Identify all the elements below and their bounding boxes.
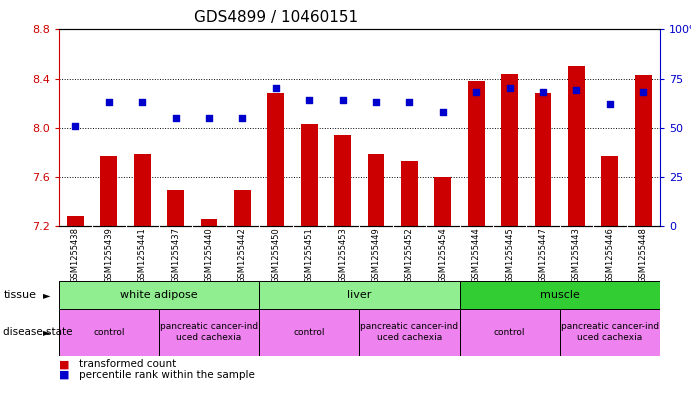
- Point: [337, 97, 348, 103]
- Point: [571, 87, 582, 94]
- Bar: [267, 94, 284, 226]
- Point: [471, 89, 482, 95]
- Text: control: control: [93, 328, 124, 336]
- Bar: [460, 309, 560, 356]
- Text: tissue: tissue: [3, 290, 37, 300]
- Point: [638, 89, 649, 95]
- Bar: [359, 309, 460, 356]
- Bar: [368, 154, 384, 226]
- Point: [237, 115, 248, 121]
- Text: GSM1255443: GSM1255443: [572, 227, 581, 283]
- Text: GSM1255438: GSM1255438: [71, 227, 80, 283]
- Bar: [635, 75, 652, 226]
- Bar: [259, 281, 460, 309]
- Text: GSM1255447: GSM1255447: [538, 227, 547, 283]
- Text: GSM1255440: GSM1255440: [205, 227, 214, 283]
- Bar: [134, 154, 151, 226]
- Point: [604, 101, 615, 107]
- Text: GSM1255446: GSM1255446: [605, 227, 614, 283]
- Bar: [601, 156, 618, 226]
- Text: pancreatic cancer-ind
uced cachexia: pancreatic cancer-ind uced cachexia: [560, 322, 659, 342]
- Point: [370, 99, 381, 105]
- Bar: [234, 190, 251, 226]
- Text: ■: ■: [59, 370, 69, 380]
- Bar: [200, 219, 218, 226]
- Text: pancreatic cancer-ind
uced cachexia: pancreatic cancer-ind uced cachexia: [160, 322, 258, 342]
- Text: GSM1255452: GSM1255452: [405, 227, 414, 283]
- Text: percentile rank within the sample: percentile rank within the sample: [79, 370, 256, 380]
- Text: transformed count: transformed count: [79, 360, 177, 369]
- Bar: [59, 309, 159, 356]
- Bar: [159, 309, 259, 356]
- Text: pancreatic cancer-ind
uced cachexia: pancreatic cancer-ind uced cachexia: [360, 322, 459, 342]
- Text: GSM1255450: GSM1255450: [272, 227, 281, 283]
- Text: GDS4899 / 10460151: GDS4899 / 10460151: [194, 10, 359, 25]
- Bar: [560, 309, 660, 356]
- Bar: [535, 94, 551, 226]
- Point: [103, 99, 114, 105]
- Bar: [167, 190, 184, 226]
- Text: GSM1255451: GSM1255451: [305, 227, 314, 283]
- Text: muscle: muscle: [540, 290, 580, 300]
- Text: GSM1255442: GSM1255442: [238, 227, 247, 283]
- Text: GSM1255453: GSM1255453: [338, 227, 347, 283]
- Bar: [259, 309, 359, 356]
- Bar: [401, 161, 418, 226]
- Text: GSM1255449: GSM1255449: [372, 227, 381, 283]
- Point: [70, 123, 81, 129]
- Bar: [59, 281, 259, 309]
- Text: GSM1255448: GSM1255448: [638, 227, 647, 283]
- Point: [504, 85, 515, 92]
- Point: [538, 89, 549, 95]
- Text: GSM1255445: GSM1255445: [505, 227, 514, 283]
- Point: [303, 97, 314, 103]
- Text: ■: ■: [59, 360, 69, 369]
- Point: [203, 115, 214, 121]
- Text: GSM1255444: GSM1255444: [472, 227, 481, 283]
- Point: [404, 99, 415, 105]
- Bar: [100, 156, 117, 226]
- Point: [437, 109, 448, 115]
- Text: white adipose: white adipose: [120, 290, 198, 300]
- Bar: [468, 81, 484, 226]
- Text: GSM1255439: GSM1255439: [104, 227, 113, 283]
- Point: [170, 115, 181, 121]
- Text: liver: liver: [347, 290, 372, 300]
- Text: control: control: [494, 328, 525, 336]
- Point: [270, 85, 281, 92]
- Text: GSM1255454: GSM1255454: [438, 227, 447, 283]
- Bar: [460, 281, 660, 309]
- Text: GSM1255441: GSM1255441: [138, 227, 146, 283]
- Text: control: control: [294, 328, 325, 336]
- Bar: [334, 135, 351, 226]
- Text: ►: ►: [44, 327, 50, 337]
- Bar: [568, 66, 585, 226]
- Bar: [435, 177, 451, 226]
- Text: disease state: disease state: [3, 327, 73, 337]
- Text: ►: ►: [44, 290, 50, 300]
- Point: [137, 99, 148, 105]
- Text: GSM1255437: GSM1255437: [171, 227, 180, 283]
- Bar: [501, 74, 518, 226]
- Bar: [67, 216, 84, 226]
- Bar: [301, 124, 318, 226]
